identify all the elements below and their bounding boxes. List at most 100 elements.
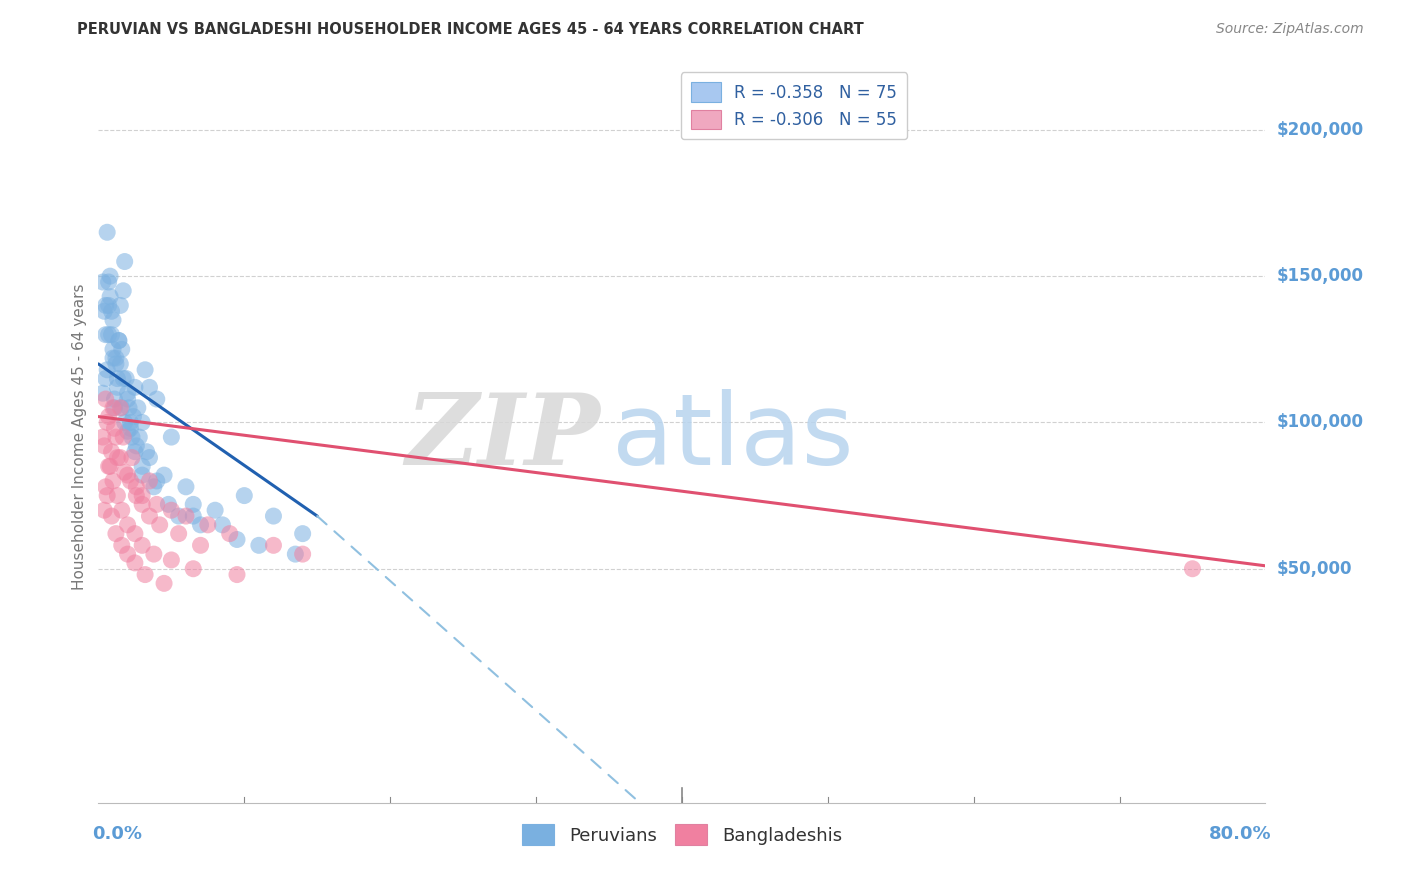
Point — [131, 489, 153, 503]
Point — [138, 474, 160, 488]
Point — [122, 409, 145, 424]
Point — [98, 269, 121, 284]
Point — [121, 450, 143, 465]
Point — [181, 497, 204, 511]
Point — [93, 304, 115, 318]
Point — [263, 538, 285, 552]
Point — [111, 538, 134, 552]
Point — [233, 489, 256, 503]
Point — [134, 567, 156, 582]
Point — [167, 509, 190, 524]
Point — [101, 351, 124, 365]
Point — [105, 380, 128, 394]
Text: 80.0%: 80.0% — [1209, 825, 1271, 843]
Point — [138, 380, 160, 394]
Point — [111, 401, 134, 415]
Point — [103, 401, 125, 415]
Point — [120, 474, 142, 488]
Point — [190, 538, 212, 552]
Point — [121, 430, 143, 444]
Point — [211, 517, 233, 532]
Point — [146, 474, 169, 488]
Text: Source: ZipAtlas.com: Source: ZipAtlas.com — [1216, 22, 1364, 37]
Point — [138, 509, 160, 524]
Point — [96, 363, 118, 377]
Point — [197, 517, 219, 532]
Point — [108, 334, 131, 348]
Point — [125, 489, 148, 503]
Point — [204, 503, 226, 517]
Point — [105, 371, 128, 385]
Point — [97, 275, 120, 289]
Point — [160, 553, 183, 567]
Point — [138, 450, 160, 465]
Point — [117, 392, 139, 406]
Point — [93, 503, 115, 517]
Point — [226, 533, 249, 547]
Point — [94, 298, 117, 312]
Point — [101, 401, 124, 415]
Point — [124, 526, 146, 541]
Text: atlas: atlas — [612, 389, 853, 485]
Point — [94, 327, 117, 342]
Y-axis label: Householder Income Ages 45 - 64 years: Householder Income Ages 45 - 64 years — [72, 284, 87, 591]
Point — [97, 327, 120, 342]
Point — [110, 298, 132, 312]
Point — [100, 509, 122, 524]
Point — [117, 468, 139, 483]
Text: PERUVIAN VS BANGLADESHI HOUSEHOLDER INCOME AGES 45 - 64 YEARS CORRELATION CHART: PERUVIAN VS BANGLADESHI HOUSEHOLDER INCO… — [77, 22, 865, 37]
Point — [100, 304, 122, 318]
Point — [104, 526, 127, 541]
Legend: Peruvians, Bangladeshis: Peruvians, Bangladeshis — [515, 817, 849, 852]
Point — [117, 386, 139, 401]
Point — [110, 357, 132, 371]
Point — [1181, 562, 1204, 576]
Point — [146, 497, 169, 511]
Point — [96, 489, 118, 503]
Point — [131, 459, 153, 474]
Point — [135, 444, 157, 458]
Point — [104, 430, 127, 444]
Point — [103, 392, 125, 406]
Point — [94, 371, 117, 385]
Point — [105, 489, 128, 503]
Point — [125, 480, 148, 494]
Point — [104, 357, 127, 371]
Point — [124, 444, 146, 458]
Point — [153, 468, 176, 483]
Point — [97, 459, 120, 474]
Point — [97, 298, 120, 312]
Text: $150,000: $150,000 — [1277, 268, 1364, 285]
Point — [98, 459, 121, 474]
Point — [153, 576, 176, 591]
Point — [142, 547, 165, 561]
Point — [160, 430, 183, 444]
Text: $200,000: $200,000 — [1277, 121, 1364, 139]
Point — [115, 371, 138, 385]
Point — [284, 547, 307, 561]
Point — [114, 465, 136, 479]
Point — [291, 547, 314, 561]
Point — [114, 416, 136, 430]
Point — [114, 254, 136, 268]
Point — [128, 430, 150, 444]
Point — [190, 517, 212, 532]
Point — [149, 517, 172, 532]
Point — [247, 538, 270, 552]
Text: 0.0%: 0.0% — [93, 825, 142, 843]
Point — [101, 474, 124, 488]
Point — [120, 416, 142, 430]
Point — [111, 503, 134, 517]
Point — [181, 509, 204, 524]
Point — [131, 468, 153, 483]
Point — [117, 424, 139, 438]
Point — [97, 409, 120, 424]
Point — [112, 371, 135, 385]
Text: $100,000: $100,000 — [1277, 414, 1364, 432]
Point — [174, 480, 197, 494]
Point — [108, 334, 131, 348]
Point — [110, 401, 132, 415]
Point — [91, 275, 114, 289]
Point — [218, 526, 240, 541]
Point — [93, 439, 115, 453]
